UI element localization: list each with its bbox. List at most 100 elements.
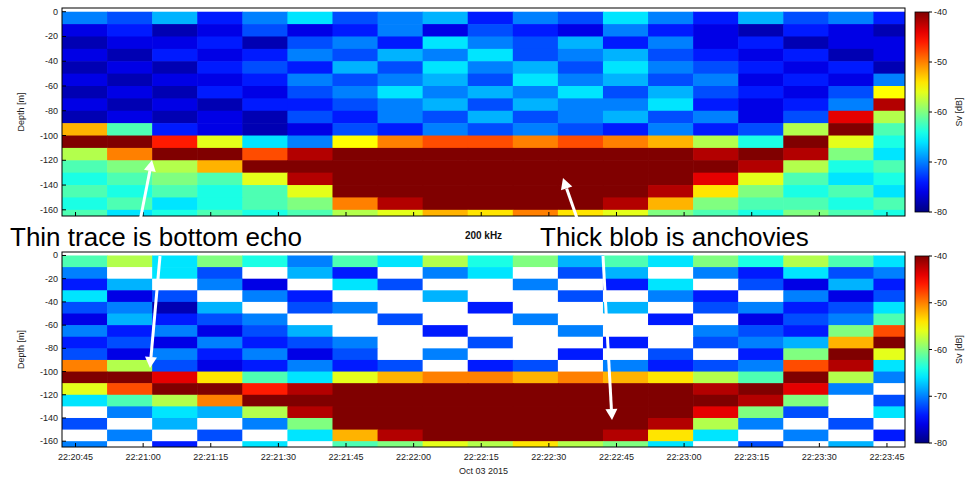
cell (287, 441, 333, 447)
cell (107, 430, 153, 442)
cell (738, 12, 784, 25)
cell (378, 160, 424, 173)
cell (287, 197, 333, 210)
cell (423, 61, 469, 74)
cell (558, 395, 604, 407)
cell (378, 111, 424, 124)
cell (423, 123, 469, 136)
cell (197, 36, 243, 49)
cell (378, 337, 424, 349)
cell (107, 314, 153, 326)
cell (558, 302, 604, 314)
cell (287, 74, 333, 87)
cell (603, 197, 649, 210)
cell (828, 36, 874, 49)
cell (648, 148, 694, 161)
cell (378, 395, 424, 407)
cell (378, 430, 424, 442)
cell (152, 372, 198, 384)
cell (513, 49, 559, 62)
cell (513, 279, 559, 291)
cell (873, 24, 905, 37)
cell (62, 395, 108, 407)
cell (332, 111, 378, 124)
cell (332, 136, 378, 149)
cell (242, 348, 288, 360)
cell (242, 383, 288, 395)
cell (332, 148, 378, 161)
cell (558, 255, 604, 267)
colorbar-tick (929, 256, 932, 257)
cell (873, 255, 905, 267)
cell (873, 61, 905, 74)
cell (423, 430, 469, 442)
cell (287, 255, 333, 267)
plot-background (62, 252, 905, 447)
cell (197, 98, 243, 111)
cell (513, 337, 559, 349)
cell (558, 325, 604, 337)
cell (783, 197, 829, 210)
cell (603, 418, 649, 430)
cell (468, 173, 514, 186)
cell (62, 302, 108, 314)
cell (242, 36, 288, 49)
cell (423, 255, 469, 267)
cell (152, 148, 198, 161)
y-tick (62, 110, 66, 111)
cell (783, 12, 829, 25)
colorbar-title: Sv [dB] (954, 335, 964, 364)
cell (468, 197, 514, 210)
arrow (561, 178, 578, 221)
cell (693, 348, 739, 360)
cell (332, 98, 378, 111)
cell (513, 160, 559, 173)
cell (287, 136, 333, 149)
cell (648, 360, 694, 372)
cell (62, 98, 108, 111)
cell (152, 360, 198, 372)
cell (828, 395, 874, 407)
cell (738, 406, 784, 418)
cell (242, 148, 288, 161)
cell (558, 314, 604, 326)
cell (693, 185, 739, 198)
cell (152, 24, 198, 37)
cell (693, 86, 739, 99)
cell (62, 325, 108, 337)
cell (603, 337, 649, 349)
cell (603, 136, 649, 149)
cell (603, 173, 649, 186)
cell (783, 86, 829, 99)
cell (873, 49, 905, 62)
cell (873, 111, 905, 124)
cell (197, 406, 243, 418)
cell (783, 348, 829, 360)
cell (738, 395, 784, 407)
annotation: Thick blob is anchovies (540, 222, 809, 252)
cell (828, 325, 874, 337)
cell (513, 418, 559, 430)
cell (648, 49, 694, 62)
cell (332, 372, 378, 384)
cell (783, 111, 829, 124)
y-tick-label: 0 (53, 7, 58, 17)
cell (423, 302, 469, 314)
cell (242, 197, 288, 210)
cell (468, 111, 514, 124)
cell (693, 197, 739, 210)
cell (468, 74, 514, 87)
cell (873, 337, 905, 349)
cell (513, 136, 559, 149)
cell (513, 74, 559, 87)
y-tick-label: -20 (45, 31, 58, 41)
panel: 0-20-40-60-80-100-120-140-16022:20:4522:… (16, 250, 964, 476)
cell (107, 395, 153, 407)
annotations: Thin trace is bottom echoThick blob is a… (10, 160, 809, 420)
cell (828, 372, 874, 384)
cell (62, 290, 108, 302)
cell (332, 197, 378, 210)
cell (558, 197, 604, 210)
colorbar-tick (929, 12, 932, 13)
arrow-head (144, 160, 156, 172)
